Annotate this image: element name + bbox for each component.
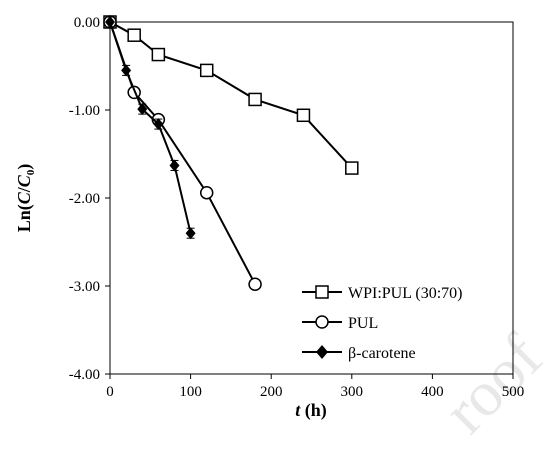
legend-label-beta-carotene: β-carotene [348, 345, 416, 362]
data-point-square [151, 47, 166, 62]
series-layer [103, 15, 359, 291]
y-axis-title-c: C [14, 191, 34, 204]
data-point-circle [248, 277, 262, 291]
data-point-square [248, 92, 262, 107]
legend-marker-circle [315, 315, 329, 329]
data-point-square [345, 161, 359, 175]
y-axis-title: Ln(C/C0) [14, 164, 37, 233]
series-2 [105, 16, 196, 240]
legend-item-wpi-pul: WPI:PUL (30:70) [302, 285, 463, 302]
y-tick-label: -4.00 [69, 367, 100, 383]
legend-label-wpi-pul: WPI:PUL (30:70) [348, 285, 463, 302]
y-axis-title-c0: C [14, 174, 34, 187]
x-axis-title-unit: (h) [300, 400, 327, 421]
x-axis-ticks: 0 100 200 300 400 500 [106, 374, 524, 400]
data-point-diamond [105, 16, 115, 28]
data-point-square [296, 108, 311, 123]
series-line [109, 21, 256, 285]
data-point-circle [199, 185, 214, 200]
data-point-diamond [153, 118, 164, 131]
watermark: roof [430, 320, 554, 446]
y-axis-title-prefix: Ln( [14, 204, 35, 232]
legend: WPI:PUL (30:70) PUL β-carotene [302, 285, 463, 362]
x-tick-label: 400 [421, 384, 444, 400]
series-1 [103, 15, 262, 291]
x-axis-title-var: t [295, 400, 301, 420]
legend-item-pul: PUL [302, 315, 378, 332]
data-point-diamond [121, 64, 132, 77]
y-tick-label: -1.00 [69, 103, 100, 119]
series-0 [103, 15, 359, 175]
y-tick-label: 0.00 [74, 15, 100, 31]
legend-item-beta-carotene: β-carotene [302, 345, 416, 362]
series-line [109, 21, 192, 234]
data-point-diamond [185, 227, 196, 240]
x-tick-label: 0 [106, 384, 114, 400]
legend-marker-square [315, 285, 329, 299]
y-axis-title-subscript: 0 [25, 169, 37, 175]
x-tick-label: 100 [179, 384, 202, 400]
series-line [109, 21, 353, 169]
y-axis-title-suffix: ) [14, 164, 35, 170]
data-point-square [199, 63, 214, 78]
data-point-square [127, 28, 141, 42]
x-tick-label: 300 [341, 384, 364, 400]
data-point-diamond [169, 159, 180, 172]
legend-marker-diamond [316, 345, 328, 359]
y-axis-ticks: 0.00 -1.00 -2.00 -3.00 -4.00 [69, 15, 110, 383]
y-tick-label: -3.00 [69, 279, 100, 295]
x-axis-title: t (h) [295, 400, 327, 421]
y-tick-label: -2.00 [69, 191, 100, 207]
x-tick-label: 200 [260, 384, 283, 400]
legend-label-pul: PUL [348, 315, 378, 332]
x-tick-label: 500 [502, 384, 525, 400]
data-point-diamond [137, 103, 148, 116]
y-axis-title-slash: / [14, 186, 34, 193]
